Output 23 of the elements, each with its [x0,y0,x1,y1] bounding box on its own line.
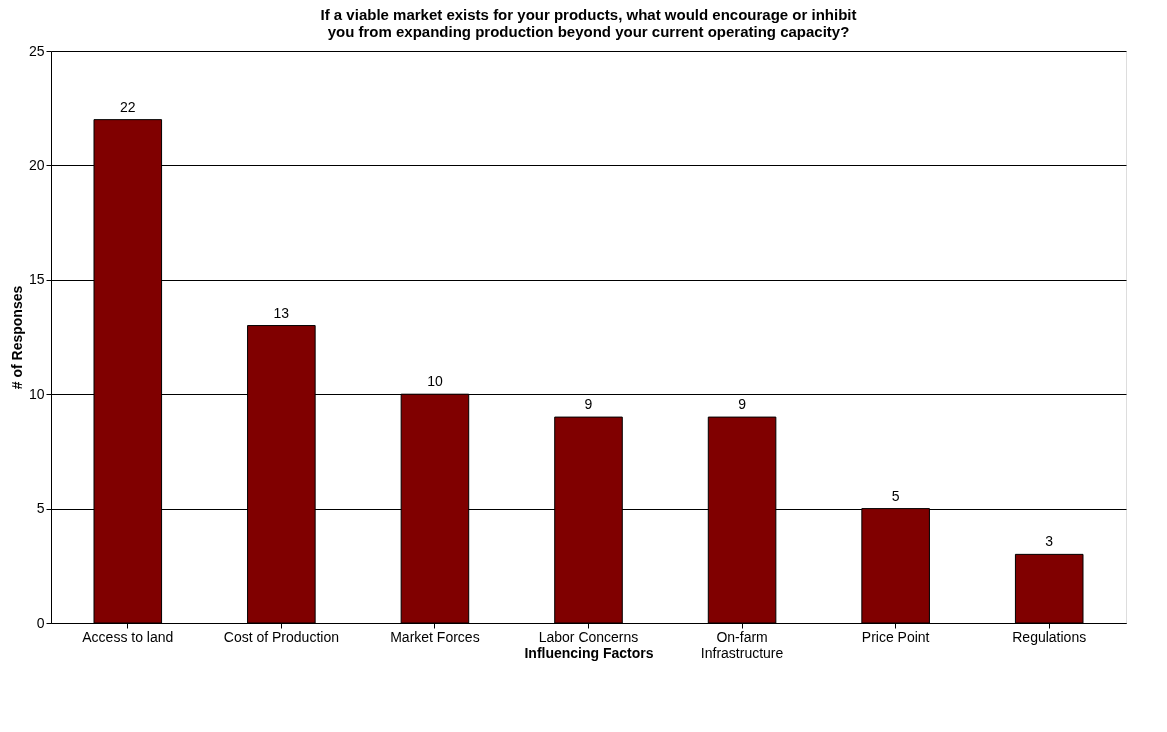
y-tick-label: 15 [28,271,45,288]
y-axis-title: # of Responses [8,285,25,390]
y-tick-label: 0 [36,614,45,631]
x-tick-label: Market Forces [390,628,480,645]
chart-title: If a viable market exists for your products, what would encourage or inhibit you from expanding production beyond your current operating capacity? [320,6,857,40]
data-label: 9 [738,396,747,413]
data-label: 13 [273,304,290,321]
y-tick-label: 20 [28,156,45,173]
data-label: 3 [1045,533,1054,550]
x-tick-label: Cost of Production [223,628,339,645]
data-label: 9 [584,396,593,413]
x-tick-label: Access to land [82,628,174,645]
x-tick-label: On-farm Infrastructure [700,628,784,661]
data-label: 5 [891,487,900,504]
y-tick-label: 5 [36,500,45,517]
data-label: 22 [120,98,136,115]
x-tick-label: Regulations [1012,628,1087,645]
y-tick-label: 25 [28,42,45,59]
data-label: 10 [427,373,443,390]
y-tick-label: 10 [28,385,45,402]
x-axis-title: Influencing Factors [524,644,654,661]
x-tick-label: Price Point [861,628,930,645]
x-tick-label: Labor Concerns [538,628,639,645]
